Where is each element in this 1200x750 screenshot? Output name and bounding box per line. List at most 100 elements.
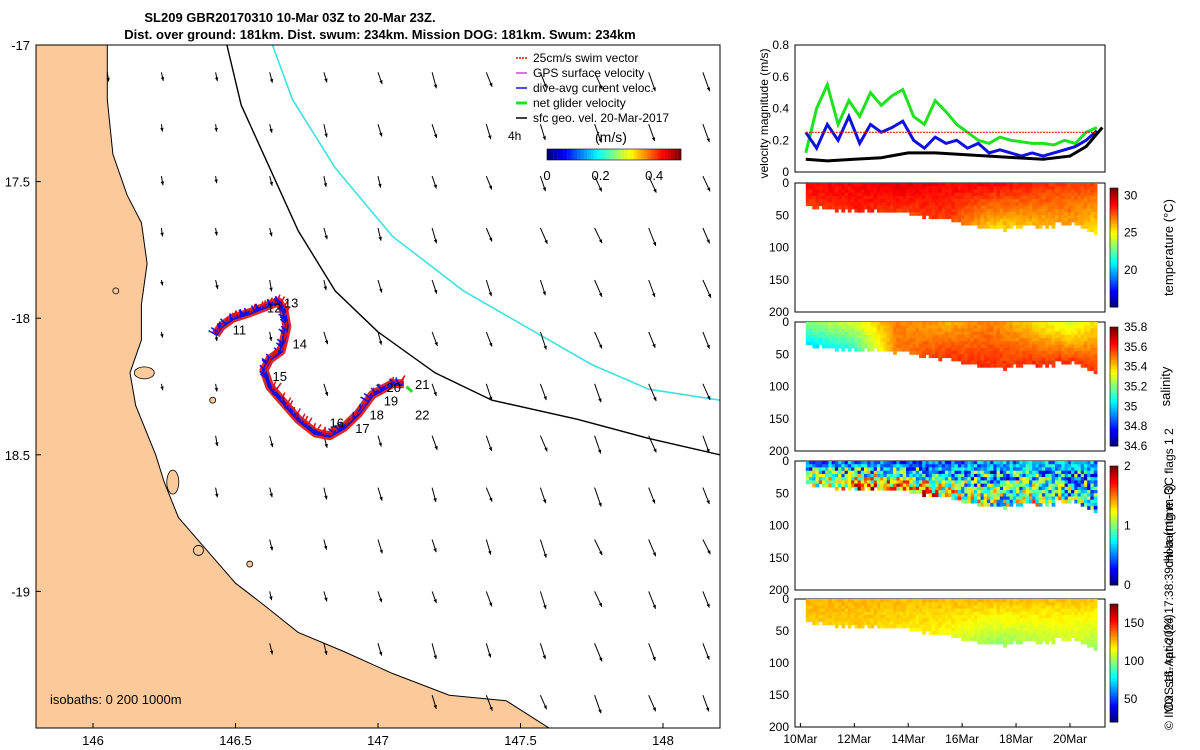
heatmap-cell [964, 357, 969, 362]
heatmap-cell [822, 341, 826, 346]
heatmap-cell [1080, 344, 1085, 349]
heatmap-cell [1077, 473, 1082, 478]
heatmap-cell [1041, 480, 1046, 485]
heatmap-cell [1048, 615, 1053, 619]
heatmap-cell [1016, 186, 1020, 190]
heatmap-cell [1080, 338, 1085, 342]
heatmap-cell [951, 354, 956, 359]
heatmap-cell [967, 331, 972, 336]
heatmap-cell [948, 611, 952, 616]
colorbar-tick: 150 [1124, 616, 1144, 630]
velocity-arrow-head [489, 237, 493, 242]
heatmap-cell [906, 338, 910, 342]
colorbar-cell [1110, 549, 1118, 553]
heatmap-cell [986, 502, 991, 507]
heatmap-cell [1093, 212, 1098, 216]
heatmap-cell [957, 325, 962, 329]
heatmap-cell [1012, 218, 1017, 223]
heatmap-cell [1090, 351, 1095, 355]
heatmap-cell [847, 199, 852, 203]
heatmap-cell [867, 599, 871, 603]
heatmap-cell [899, 599, 904, 603]
colorbar-cell [1110, 552, 1118, 556]
colorbar-tick: 35.6 [1124, 340, 1148, 354]
heatmap-cell [1003, 493, 1007, 498]
heatmap-cell [860, 611, 865, 616]
heatmap-cell [1054, 464, 1059, 468]
heatmap-cell [1006, 202, 1011, 207]
heatmap-cell [980, 351, 985, 355]
heatmap-cell [967, 467, 972, 472]
velocity-arrow-head [324, 78, 328, 83]
heatmap-cell [1029, 186, 1033, 190]
heatmap-cell [944, 215, 949, 220]
heatmap-cell [948, 467, 952, 472]
heatmap-cell [857, 192, 862, 197]
depth-tick: 100 [769, 241, 789, 255]
heatmap-cell [1080, 351, 1085, 355]
heatmap-cell [1093, 477, 1098, 481]
heatmap-cell [838, 202, 842, 207]
heatmap-cell [993, 215, 998, 220]
velocity-arrow-head [488, 135, 492, 140]
heatmap-cell [860, 344, 865, 349]
heatmap-cell [974, 627, 978, 632]
heatmap-cell [1093, 506, 1098, 510]
heatmap-cell [915, 351, 920, 355]
swim-vector [280, 392, 286, 401]
heatmap-cell [1064, 192, 1069, 197]
heatmap-cell [944, 599, 949, 603]
heatmap-cell [847, 344, 852, 349]
heatmap-cell [1090, 480, 1095, 485]
colorbar-cell [660, 149, 665, 160]
heatmap-cell [909, 347, 914, 352]
velocity-arrow-head [488, 185, 492, 190]
heatmap-cell [996, 325, 1001, 329]
heatmap-cell [912, 325, 917, 329]
heatmap-cell [847, 186, 852, 190]
heatmap-cell [841, 483, 846, 488]
heatmap-cell [1080, 634, 1085, 638]
heatmap-cell [912, 473, 917, 478]
colorbar-cell [1110, 223, 1118, 228]
heatmap-cell [1061, 186, 1066, 190]
heatmap-cell [1074, 183, 1079, 187]
heatmap-cell [1054, 215, 1059, 220]
track-day-label: 14 [293, 336, 307, 351]
heatmap-cell [1029, 202, 1033, 207]
heatmap-cell [1074, 464, 1079, 468]
heatmap-cell [996, 611, 1001, 616]
heatmap-cell [847, 202, 852, 207]
heatmap-cell [957, 328, 962, 333]
heatmap-cell [977, 640, 981, 645]
heatmap-cell [1029, 192, 1033, 197]
heatmap-cell [1084, 467, 1088, 472]
swim-vector [285, 397, 292, 406]
heatmap-cell [1067, 621, 1072, 626]
heatmap-cell [1090, 624, 1095, 629]
heatmap-cell [925, 347, 930, 352]
colorbar-cell [637, 149, 641, 160]
swim-vector [280, 325, 287, 332]
heatmap-cell [870, 334, 875, 339]
heatmap-cell [996, 360, 1001, 365]
heatmap-cell [880, 189, 884, 194]
colorbar-cell [1110, 188, 1118, 192]
heatmap-cell [912, 486, 917, 491]
colorbar-cell [1110, 253, 1118, 257]
colorbar-cell [1110, 232, 1118, 237]
heatmap-cell [1006, 205, 1011, 210]
heatmap-cell [1087, 502, 1091, 507]
heatmap-cell [1019, 467, 1024, 472]
heatmap-cell [931, 344, 936, 349]
heatmap-cell [844, 605, 849, 610]
heatmap-cell [964, 464, 969, 468]
swim-vector [259, 364, 265, 371]
heatmap-cell [925, 611, 930, 616]
heatmap-cell [983, 360, 988, 365]
heatmap-cell [1035, 215, 1040, 220]
heatmap-cell [941, 205, 946, 210]
heatmap-cell [1012, 618, 1017, 622]
heatmap-cell [990, 640, 994, 645]
heatmap-cell [1054, 634, 1059, 638]
